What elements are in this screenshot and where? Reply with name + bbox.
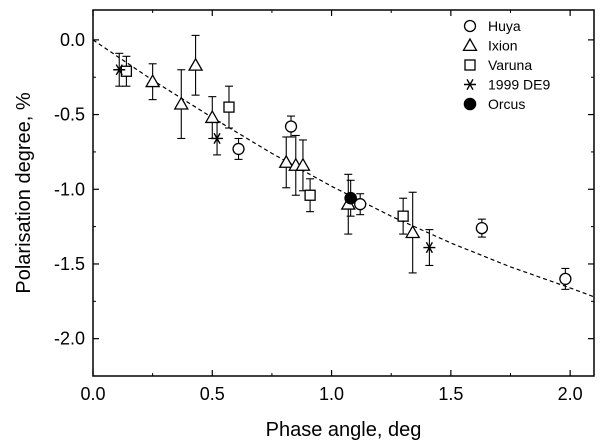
point-ixion	[145, 73, 161, 88]
y-axis-title: Polarisation degree, %	[13, 92, 35, 293]
legend-label-varuna: Varuna	[488, 57, 532, 73]
point-varuna	[304, 189, 316, 201]
x-tick-label: 1.0	[319, 384, 344, 404]
point-orcus	[344, 191, 357, 205]
legend-label-orcus: Orcus	[488, 96, 525, 112]
point-varuna	[223, 101, 235, 113]
legend-marker-orcus	[463, 97, 477, 111]
legend-label-huya: Huya	[488, 18, 521, 34]
x-tick-label: 0.5	[200, 384, 225, 404]
point-huya	[232, 142, 245, 156]
legend-label-1999-de9: 1999 DE9	[488, 77, 550, 93]
legend-label-ixion: Ixion	[488, 38, 518, 54]
y-tick-label: -0.5	[54, 105, 85, 125]
legend-marker-ixion	[462, 37, 478, 52]
legend-marker-huya	[463, 19, 477, 33]
point-ixion	[173, 96, 189, 110]
axis-ticks: 0.0 0.5 1.0 1.5 2.0 0.0 -0.5 -1.0 -1.5 -2.0	[54, 10, 594, 404]
point-1999-de9	[211, 132, 224, 145]
point-ixion	[204, 109, 220, 124]
y-tick-label: 0.0	[60, 30, 85, 50]
point-1999-de9	[113, 64, 126, 76]
legend-marker-1999-de9	[464, 78, 476, 91]
point-varuna	[397, 210, 409, 222]
point-1999-de9	[423, 241, 436, 254]
point-huya	[354, 198, 367, 211]
x-axis-title: Phase angle, deg	[266, 419, 422, 441]
point-huya	[284, 120, 298, 133]
point-varuna	[120, 65, 133, 77]
y-tick-label: -1.5	[54, 254, 85, 274]
point-ixion	[405, 224, 421, 239]
x-tick-label: 0.0	[80, 384, 105, 404]
point-ixion	[187, 57, 204, 71]
point-ixion	[278, 154, 294, 168]
legend-marker-varuna	[464, 59, 476, 71]
plot-frame	[92, 9, 595, 377]
error-bar-layer	[115, 34, 570, 290]
point-huya	[559, 272, 572, 286]
y-tick-label: -2.0	[54, 329, 85, 349]
point-ixion	[295, 157, 311, 171]
point-huya	[475, 221, 489, 235]
legend: Huya Ixion Varuna 1999 DE9 Orcus	[462, 18, 550, 112]
y-tick-label: -1.0	[54, 179, 85, 199]
x-tick-label: 1.5	[438, 384, 463, 404]
data-marker-layer	[113, 57, 572, 286]
x-tick-label: 2.0	[558, 384, 583, 404]
